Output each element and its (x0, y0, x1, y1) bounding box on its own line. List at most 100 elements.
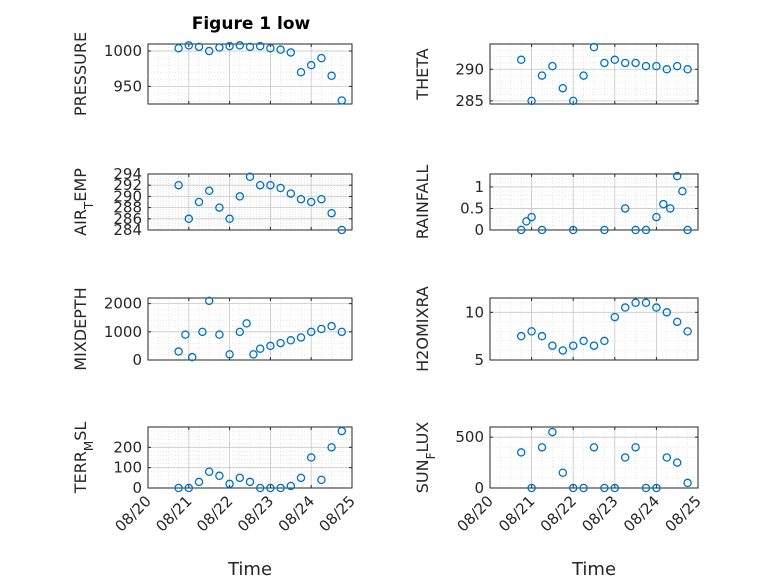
data-point (174, 43, 183, 53)
axes-box (489, 426, 699, 489)
data-point (184, 41, 194, 50)
y-tick-label: 0 (474, 221, 484, 239)
data-point (610, 55, 620, 65)
data-point (568, 483, 578, 493)
data-point (266, 483, 275, 493)
data-point (327, 71, 336, 81)
data-point (337, 426, 347, 436)
data-point (683, 225, 692, 235)
data-point (194, 197, 204, 207)
x-tick-label: 08/20 (454, 492, 497, 535)
data-point (652, 61, 661, 71)
data-point (683, 478, 692, 488)
x-tick-label: 08/22 (193, 492, 236, 535)
x-tick-label: 08/25 (662, 492, 705, 535)
data-point (678, 186, 687, 196)
data-point (327, 321, 336, 331)
y-axis-label: PRESSURE (71, 32, 90, 116)
data-point (641, 225, 651, 235)
data-point (548, 427, 557, 437)
data-point (641, 61, 651, 71)
data-point (255, 41, 265, 51)
data-point (276, 183, 285, 193)
data-point (600, 225, 609, 235)
y-axis-label: TERRMSL (71, 422, 96, 495)
data-point (215, 203, 224, 212)
subplot-mixdepth: 0 1000 2000 MIXDEPTH (71, 287, 353, 371)
data-point (245, 477, 255, 487)
y-tick-label: 0 (132, 351, 142, 369)
y-tick-label: 292 (113, 176, 142, 194)
x-tick-label: 08/23 (578, 492, 621, 535)
data-point (286, 189, 296, 198)
data-point (527, 212, 536, 222)
data-point (537, 71, 547, 80)
data-point (600, 58, 609, 68)
data-point (266, 341, 275, 351)
data-point (589, 42, 599, 52)
data-point (337, 327, 347, 337)
data-point (589, 443, 599, 452)
data-point (600, 336, 609, 346)
data-point (558, 468, 568, 477)
data-point (537, 225, 547, 235)
y-tick-label: 200 (113, 438, 142, 456)
data-point (631, 298, 640, 308)
data-point (245, 42, 255, 52)
x-axis-label: Time (227, 559, 272, 580)
data-point (620, 58, 630, 68)
data-point (666, 204, 675, 213)
y-axis-label: SUNFLUX (413, 422, 438, 494)
data-point (652, 212, 661, 222)
data-point (194, 477, 204, 487)
data-point (204, 46, 214, 56)
data-point (537, 331, 547, 341)
y-tick-label: 10 (465, 303, 484, 321)
data-point (317, 53, 326, 63)
data-point (215, 471, 224, 481)
y-axis-label: MIXDEPTH (71, 287, 90, 370)
y-tick-label: 290 (455, 60, 484, 78)
data-point (245, 172, 255, 182)
data-point (255, 180, 265, 190)
data-point (204, 467, 214, 476)
y-tick-label: 500 (455, 428, 484, 446)
y-axis-label: H2OMIXRA (413, 286, 432, 372)
data-point (235, 192, 245, 201)
data-point (620, 303, 630, 312)
data-point (276, 338, 285, 348)
data-point (610, 483, 620, 493)
data-point (317, 194, 326, 204)
y-tick-label: 950 (113, 77, 142, 95)
figure-title: Figure 1 low (192, 14, 311, 34)
data-point (296, 473, 306, 483)
data-point (215, 330, 224, 339)
data-point (659, 199, 668, 209)
data-point (600, 483, 609, 493)
data-point (286, 336, 296, 345)
data-point (652, 303, 661, 312)
data-point (327, 208, 336, 218)
x-tick-label: 08/22 (537, 492, 580, 535)
data-point (184, 483, 194, 493)
data-point (306, 197, 316, 207)
data-point (579, 483, 588, 493)
data-point (204, 296, 214, 306)
data-point (174, 180, 183, 190)
x-tick-label: 08/24 (275, 492, 318, 535)
data-point (225, 350, 234, 359)
data-point (242, 319, 251, 328)
data-point (215, 43, 224, 52)
data-point (174, 483, 183, 493)
data-point (527, 96, 536, 106)
x-tick-label: 08/25 (316, 492, 359, 535)
subplot-rainfall: 0 0.5 1 RAINFALL (413, 165, 699, 239)
data-point (337, 225, 347, 235)
data-point (527, 483, 536, 493)
subplot-pressure: 950 1000 PRESSURE (71, 32, 353, 116)
data-point (317, 324, 326, 334)
axes-box (147, 297, 353, 361)
